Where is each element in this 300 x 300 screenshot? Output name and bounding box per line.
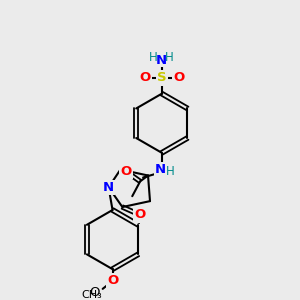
Text: N: N <box>154 163 165 176</box>
Text: H: H <box>166 165 175 178</box>
Text: O: O <box>140 71 151 84</box>
Text: O: O <box>173 71 184 84</box>
Text: H: H <box>165 51 174 64</box>
Text: O: O <box>121 165 132 178</box>
Text: O: O <box>134 208 146 221</box>
Text: N: N <box>103 181 114 194</box>
Text: O: O <box>89 286 100 299</box>
Text: S: S <box>157 71 166 84</box>
Text: N: N <box>155 54 167 67</box>
Text: H: H <box>148 51 157 64</box>
Text: CH₃: CH₃ <box>81 290 102 300</box>
Text: O: O <box>107 274 118 287</box>
